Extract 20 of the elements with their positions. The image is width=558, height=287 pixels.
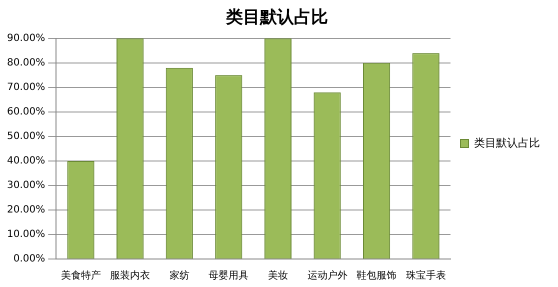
x-tick-label: 运动户外 <box>307 270 348 282</box>
y-tick-label: 30.00% <box>6 180 46 192</box>
y-tick-label: 20.00% <box>6 204 46 216</box>
y-tick-label: 90.00% <box>6 32 46 44</box>
y-tick-label: 70.00% <box>6 82 46 94</box>
chart-title: 类目默认占比 <box>225 8 328 28</box>
y-tick-label: 40.00% <box>6 156 46 167</box>
x-tick-label: 母婴用具 <box>208 270 249 282</box>
x-tick-label: 家纺 <box>169 270 190 282</box>
x-tick-label: 美妆 <box>268 270 288 282</box>
y-tick-label: 80.00% <box>6 58 46 69</box>
y-tick-label: 0.00% <box>13 254 46 265</box>
y-tick-label: 50.00% <box>6 131 46 142</box>
legend-label: 类目默认占比 <box>474 136 540 150</box>
x-tick-label: 美食特产 <box>60 270 101 282</box>
y-tick-label: 60.00% <box>6 106 46 118</box>
x-tick-label: 珠宝手表 <box>406 270 446 282</box>
x-tick-label: 鞋包服饰 <box>356 270 397 282</box>
x-tick-label: 服装内衣 <box>110 270 150 282</box>
y-tick-label: 10.00% <box>6 229 46 240</box>
